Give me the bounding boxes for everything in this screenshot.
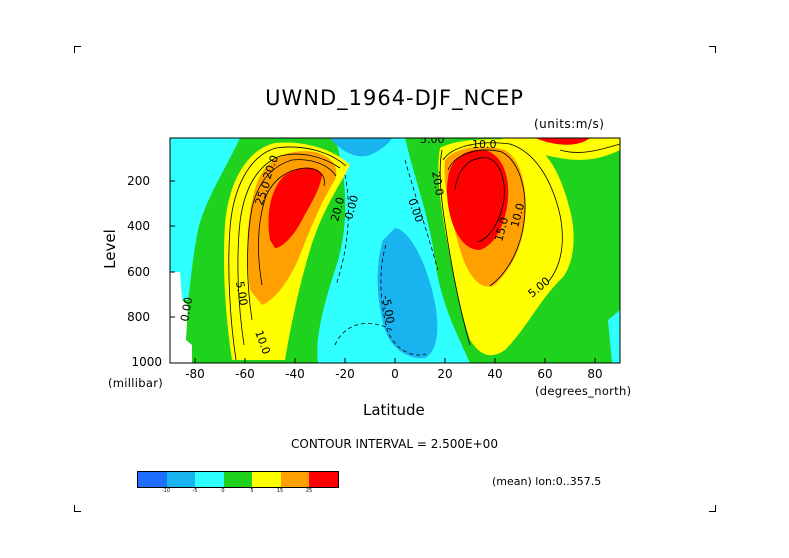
units-label: (units:m/s) xyxy=(534,117,605,131)
corner-mark-bottom-right xyxy=(709,505,716,512)
contour-line xyxy=(237,153,341,346)
corner-mark-top-right xyxy=(709,46,716,53)
contour-value-label: 5.00 xyxy=(233,280,250,306)
contour-line xyxy=(228,146,347,361)
contour-value-label: 0.00 xyxy=(178,296,195,322)
x-tick-label: -60 xyxy=(235,367,255,381)
missing-data-region xyxy=(170,272,192,363)
colorbar xyxy=(137,471,339,488)
contour-line xyxy=(447,149,526,287)
x-tick-label: 0 xyxy=(391,367,399,381)
y-axis-ticks xyxy=(170,180,175,318)
y-tick-label: 400 xyxy=(127,219,150,233)
x-tick-label: 20 xyxy=(437,367,453,381)
y-units-label: (millibar) xyxy=(108,376,164,390)
southern-jet-red xyxy=(268,167,322,248)
colorbar-label: -10 xyxy=(161,488,171,494)
contour-value-label: 10.0 xyxy=(508,202,527,229)
strat-jet-yellow xyxy=(500,138,620,160)
x-tick-label: 40 xyxy=(487,367,503,381)
colorbar-label: 15 xyxy=(276,488,284,494)
contour-value-label: 20.0 xyxy=(328,196,347,223)
x-axis-title: Latitude xyxy=(363,401,425,419)
y-tick-label: 1000 xyxy=(131,355,162,369)
colorbar-swatch xyxy=(166,472,196,487)
colorbar-swatch xyxy=(195,472,224,487)
contour-value-label: 5.00 xyxy=(420,133,445,146)
x-tick-label: 80 xyxy=(587,367,603,381)
colorbar-label: 0 xyxy=(221,488,225,494)
fill-band-neg10-neg5 xyxy=(377,228,438,359)
contour-line-dashed xyxy=(335,174,349,286)
y-tick-label: 200 xyxy=(127,174,150,188)
contour-line xyxy=(247,159,337,321)
contour-lines xyxy=(228,142,620,361)
contour-line xyxy=(439,149,471,346)
contour-value-label: 0.00 xyxy=(342,194,361,221)
contour-interval-text: CONTOUR INTERVAL = 2.500E+00 xyxy=(291,437,498,451)
contour-line xyxy=(454,157,505,243)
colorbar-label: 5 xyxy=(250,488,254,494)
contour-line xyxy=(442,142,563,283)
contour-value-label: -5.00 xyxy=(379,294,397,324)
colorbar-swatch xyxy=(309,472,339,487)
contour-lines-negative xyxy=(334,159,439,356)
contour-line-dashed xyxy=(380,244,427,356)
y-tick-label: 600 xyxy=(127,265,150,279)
colorbar-label: 25 xyxy=(305,488,313,494)
fill-band-neg5-0-left xyxy=(170,138,240,300)
corner-mark-top-left xyxy=(74,46,81,53)
fill-band-neg10-neg5-top xyxy=(330,138,392,157)
y-tick-label: 800 xyxy=(127,310,150,324)
colorbar-swatch xyxy=(223,472,253,487)
x-tick-label: -20 xyxy=(335,367,355,381)
strat-jet-red xyxy=(535,138,590,145)
x-tick-label: 60 xyxy=(537,367,553,381)
chart-title: UWND_1964-DJF_NCEP xyxy=(265,86,524,110)
corner-mark-bottom-left xyxy=(74,505,81,512)
x-axis-ticks xyxy=(194,358,596,363)
x-tick-label: -40 xyxy=(285,367,305,381)
fill-band-neg5-0-north xyxy=(608,310,620,363)
contour-line-dashed xyxy=(404,159,439,271)
mean-info-text: (mean) lon:0..357.5 xyxy=(492,475,602,488)
northern-jet-red xyxy=(446,149,509,250)
contour-value-label: 15.0 xyxy=(492,216,511,243)
contour-value-label: -10.0 xyxy=(468,138,496,151)
contour-line xyxy=(258,167,325,286)
x-units-label: (degrees_north) xyxy=(535,384,632,398)
y-axis-title: Level xyxy=(101,229,119,269)
colorbar-swatch xyxy=(252,472,281,487)
x-tick-label: -80 xyxy=(185,367,205,381)
colorbar-swatch xyxy=(280,472,310,487)
contour-line xyxy=(559,143,620,153)
contour-value-label: 20.0 xyxy=(429,170,446,196)
contour-fills: 10.0 5.00 25.0 20.0 20.0 0.00 0.00 -5.00… xyxy=(170,133,620,363)
colorbar-swatch xyxy=(138,472,167,487)
colorbar-label: -5 xyxy=(192,488,198,494)
